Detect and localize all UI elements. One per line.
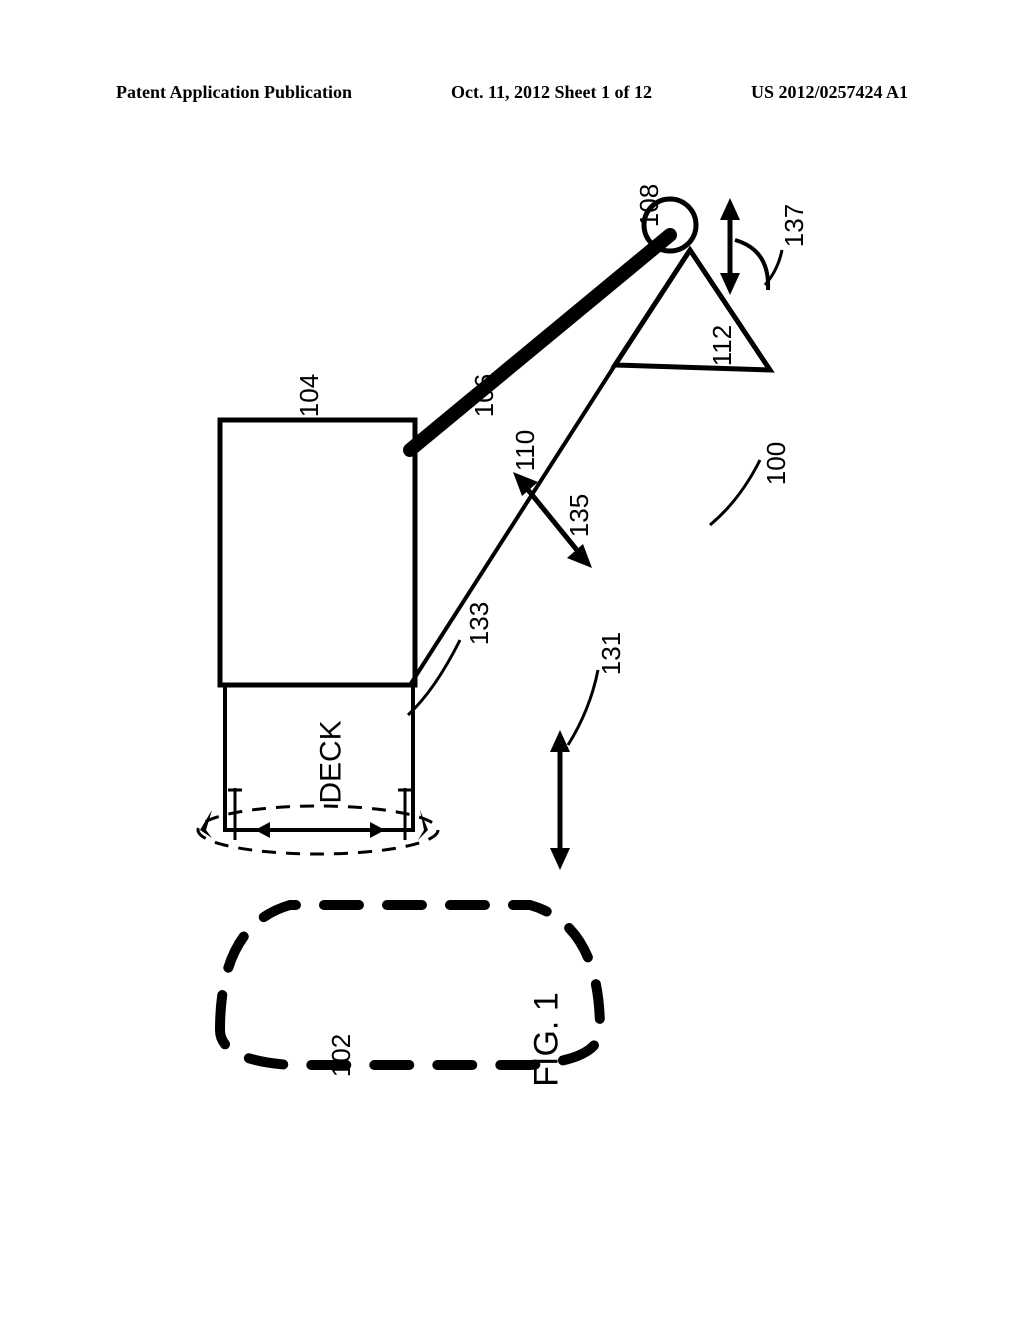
leader-131 [568,670,598,745]
ellipse-arrow-right [418,810,428,840]
ref-131: 131 [596,632,627,675]
deck-arrow-left-head [255,822,270,838]
figure-caption: FIG. 1 [528,992,567,1086]
header-publication: Patent Application Publication [116,82,352,103]
arrow-135-head-2 [567,544,592,568]
ref-102: 102 [326,1034,357,1077]
ref-112: 112 [707,325,738,366]
leader-100 [710,460,760,525]
ref-110: 110 [510,430,541,471]
ref-137: 137 [779,204,810,247]
ref-106: 106 [469,374,500,417]
deck-label: DECK [315,720,349,803]
ref-104: 104 [294,374,325,417]
deck-arrow-right-head [370,822,385,838]
arrow-131-head-up [550,730,570,752]
ref-133: 133 [464,602,495,645]
arrow-137-head-down [720,273,740,295]
ellipse-arrow-left [200,810,212,838]
header-patent-number: US 2012/0257424 A1 [751,82,908,103]
ref-100: 100 [761,442,792,485]
arrow-137-curve [735,240,768,290]
ref-135: 135 [564,494,595,537]
header-date-sheet: Oct. 11, 2012 Sheet 1 of 12 [451,82,652,103]
cabin-rect [220,420,415,685]
arrow-137-head-up [720,198,740,220]
ref-108: 108 [634,184,665,227]
patent-figure: 104 106 110 135 108 112 137 100 131 133 … [170,170,790,1090]
arrow-131-head-down [550,848,570,870]
